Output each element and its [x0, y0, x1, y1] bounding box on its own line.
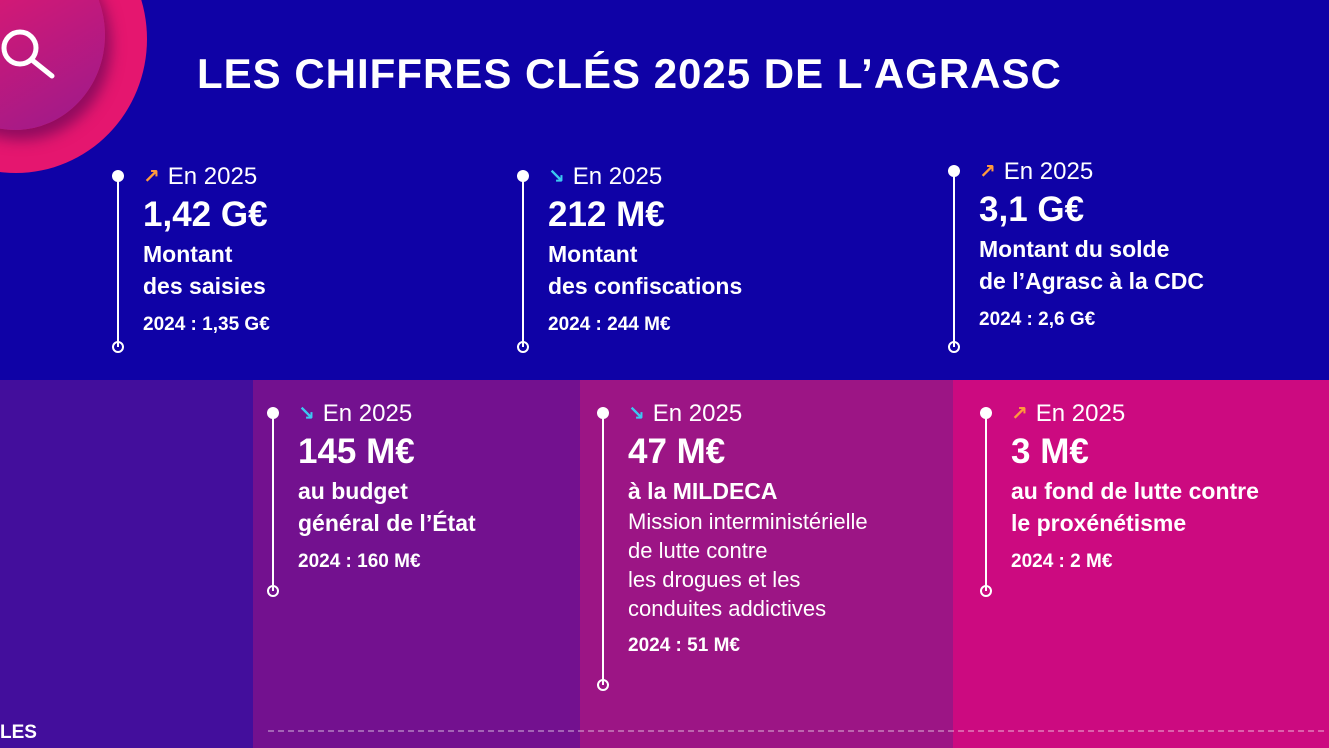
trend-down-arrow-icon: ↘ — [628, 403, 645, 425]
timeline-dot-start — [112, 170, 124, 182]
card-previous-year: 2024 : 244 M€ — [548, 314, 671, 335]
timeline-rail — [272, 411, 274, 591]
panel-proxenetisme — [953, 380, 1329, 748]
timeline-dot-start — [517, 170, 529, 182]
card-value: 3 M€ — [1011, 432, 1089, 471]
card-value: 47 M€ — [628, 432, 726, 471]
card-previous-year: 2024 : 160 M€ — [298, 551, 421, 572]
panel-left — [0, 380, 253, 748]
card-label-line1: Montant — [548, 241, 638, 267]
card-description-line: conduites addictives — [628, 596, 827, 621]
timeline-dot-start — [597, 407, 609, 419]
card-value: 145 M€ — [298, 432, 415, 471]
card-label-line2: des confiscations — [548, 273, 743, 299]
card-label-line2: général de l’État — [298, 510, 476, 536]
card-value: 3,1 G€ — [979, 190, 1085, 229]
trend-down-arrow-icon: ↘ — [548, 166, 565, 188]
card-previous-year: 2024 : 1,35 G€ — [143, 314, 270, 335]
trend-down-arrow-icon: ↘ — [298, 403, 315, 425]
card-previous-year: 2024 : 51 M€ — [628, 635, 740, 656]
card-label-line1: Montant — [143, 241, 233, 267]
panel-mildeca — [580, 380, 953, 748]
footer-text: LES — [0, 722, 37, 743]
card-label-line1: au budget — [298, 478, 408, 504]
card-previous-year: 2024 : 2,6 G€ — [979, 309, 1096, 330]
timeline-dot-end — [112, 341, 124, 353]
trend-up-arrow-icon: ↗ — [143, 166, 160, 188]
timeline-dot-end — [597, 679, 609, 691]
card-value: 1,42 G€ — [143, 195, 268, 234]
dashed-divider — [268, 730, 1324, 732]
trend-up-arrow-icon: ↗ — [1011, 403, 1028, 425]
card-label-line2: de l’Agrasc à la CDC — [979, 268, 1204, 294]
card-year: En 2025 — [1003, 158, 1094, 185]
card-description-line: les drogues et les — [628, 567, 801, 592]
trend-up-arrow-icon: ↗ — [979, 161, 996, 183]
timeline-rail — [602, 411, 604, 685]
timeline-dot-end — [267, 585, 279, 597]
card-previous-year: 2024 : 2 M€ — [1011, 551, 1113, 572]
card-label-line1: à la MILDECA — [628, 478, 778, 504]
timeline-dot-end — [980, 585, 992, 597]
card-label-line1: au fond de lutte contre — [1011, 478, 1259, 504]
card-description-line: Mission interministérielle — [628, 509, 868, 534]
timeline-dot-end — [517, 341, 529, 353]
search-icon — [1, 29, 55, 79]
timeline-rail — [953, 169, 955, 347]
timeline-rail — [522, 174, 524, 347]
card-year: En 2025 — [167, 163, 258, 190]
panel-budget — [253, 380, 580, 748]
timeline-dot-end — [948, 341, 960, 353]
card-year: En 2025 — [322, 400, 413, 427]
card-value: 212 M€ — [548, 195, 665, 234]
timeline-dot-start — [980, 407, 992, 419]
timeline-dot-start — [267, 407, 279, 419]
card-label-line2: des saisies — [143, 273, 266, 299]
card-description-line: de lutte contre — [628, 538, 768, 563]
card-label-line2: le proxénétisme — [1011, 510, 1187, 536]
timeline-dot-start — [948, 165, 960, 177]
page-title: LES CHIFFRES CLÉS 2025 DE L’AGRASC — [197, 50, 1062, 97]
card-year: En 2025 — [572, 163, 663, 190]
decor-badge — [0, 0, 160, 180]
timeline-rail — [985, 411, 987, 591]
card-year: En 2025 — [1035, 400, 1126, 427]
timeline-rail — [117, 174, 119, 347]
card-year: En 2025 — [652, 400, 743, 427]
header-band — [0, 0, 1329, 380]
card-label-line1: Montant du solde — [979, 236, 1170, 262]
